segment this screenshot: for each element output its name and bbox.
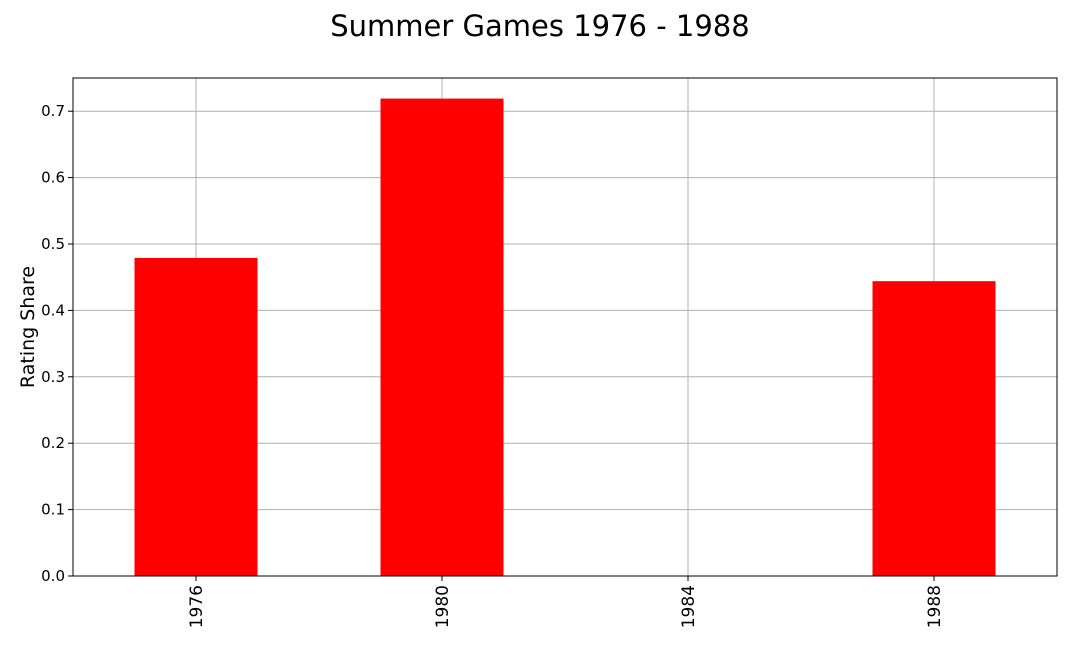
- y-tick-label: 0.4: [41, 301, 65, 319]
- x-tick-label-1988: 1988: [925, 585, 945, 628]
- x-tick-label-1980: 1980: [433, 585, 453, 628]
- x-axis-ticks: 1976 1980 1984 1988: [187, 576, 945, 628]
- y-tick-label: 0.0: [41, 567, 65, 585]
- bar-1976: [134, 257, 258, 576]
- chart-title: Summer Games 1976 - 1988: [330, 9, 749, 43]
- x-tick-label-1984: 1984: [679, 585, 699, 628]
- plot-area-frame: [72, 77, 1058, 577]
- y-tick-label: 0.1: [41, 501, 65, 519]
- y-axis-ticks: 0.0 0.1 0.2 0.3 0.4 0.5 0.6 0.7: [41, 102, 73, 585]
- y-tick-label: 0.6: [41, 169, 65, 187]
- bar-1980: [380, 98, 504, 577]
- y-tick-label: 0.5: [41, 235, 65, 253]
- y-tick-label: 0.3: [41, 368, 65, 386]
- bar-1988: [872, 281, 996, 576]
- x-tick-label-1976: 1976: [187, 585, 207, 628]
- y-tick-label: 0.2: [41, 434, 65, 452]
- y-axis-label: Rating Share: [17, 266, 39, 388]
- y-tick-label: 0.7: [41, 102, 65, 120]
- bars-group: [134, 98, 996, 577]
